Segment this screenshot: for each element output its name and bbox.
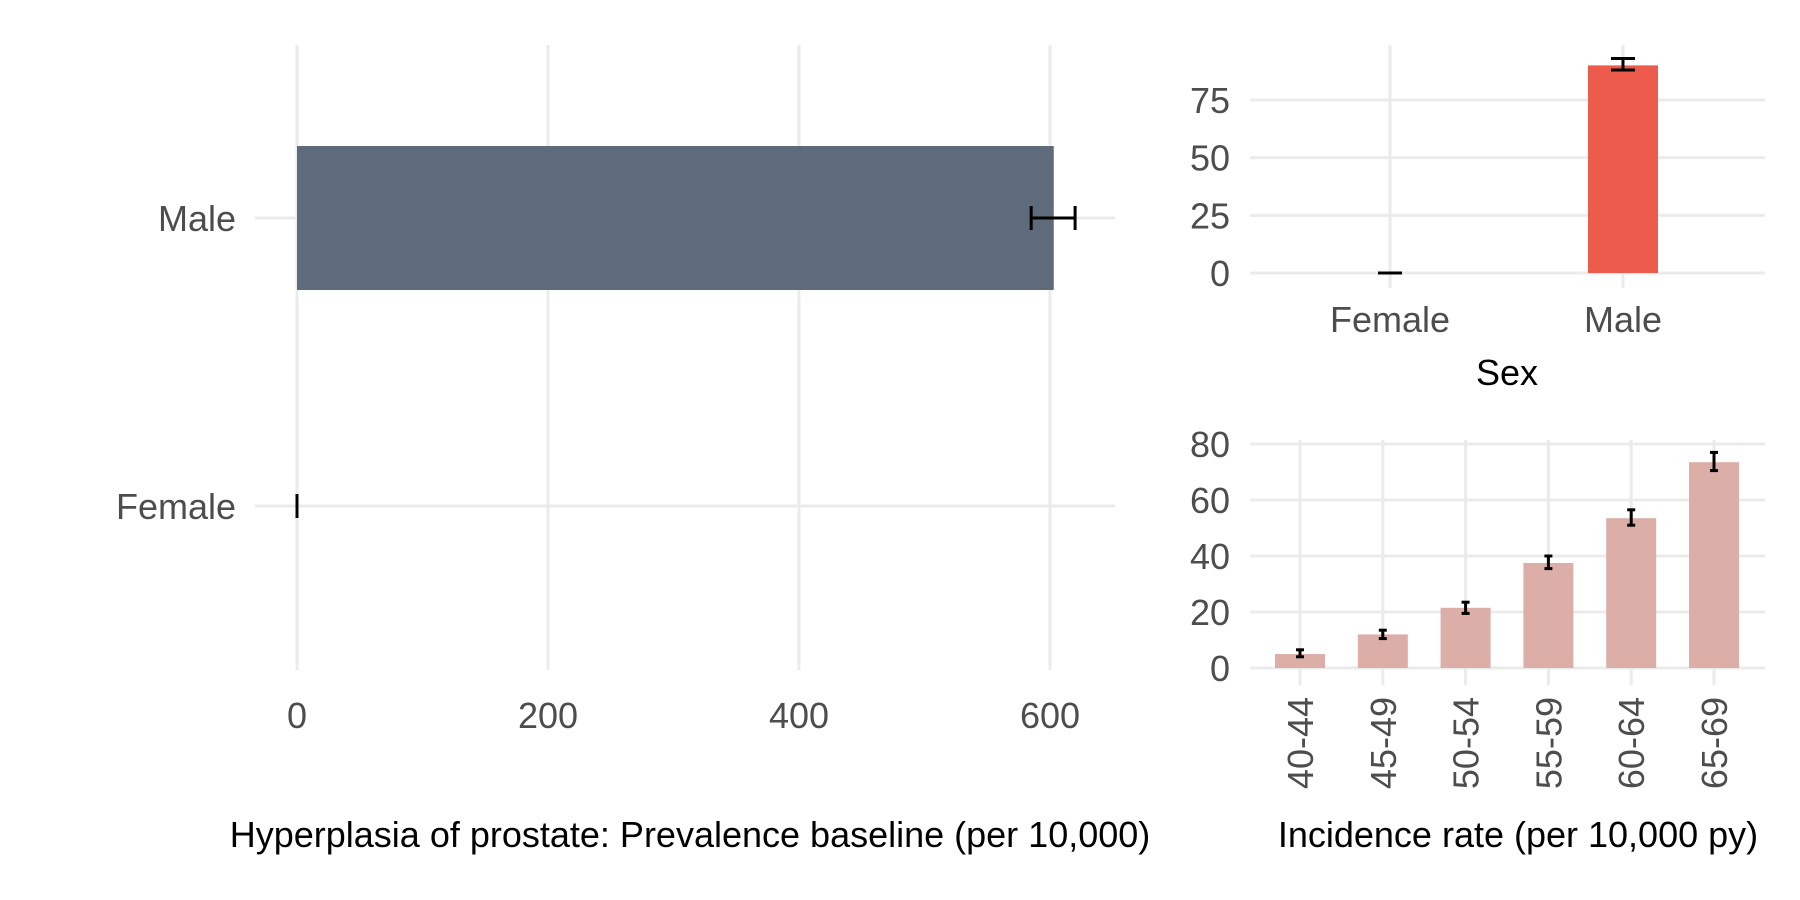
x-tick-label-female: Female — [1330, 299, 1450, 340]
x-tick-label: 200 — [518, 695, 578, 736]
x-tick-label-45-49: 45-49 — [1363, 697, 1404, 789]
error-bar-50-54 — [1461, 600, 1470, 615]
sex-incidence-tick-labels: 0 25 50 75 Female Male — [1190, 80, 1662, 340]
error-bar-male — [1611, 56, 1635, 72]
sex-incidence-error-bars — [1378, 56, 1635, 275]
prevalence-gridlines — [255, 45, 1115, 670]
y-tick-label-female: Female — [116, 486, 236, 527]
error-bar-male — [1029, 206, 1077, 230]
x-tick-label: 400 — [769, 695, 829, 736]
prevalence-panel: 0 200 400 600 Male Female Hyperplasia of pros… — [116, 45, 1150, 855]
age-incidence-gridlines — [1250, 440, 1765, 685]
x-tick-label-male: Male — [1584, 299, 1662, 340]
bar-55-59 — [1523, 563, 1574, 668]
error-bar-55-59 — [1544, 554, 1553, 571]
prevalence-bars — [297, 146, 1054, 290]
sex-incidence-panel: 0 25 50 75 Female Male Sex — [1190, 45, 1765, 393]
incidence-x-axis-title: Incidence rate (per 10,000 py) — [1278, 814, 1758, 855]
bar-60-64 — [1606, 518, 1657, 668]
prevalence-error-bars — [295, 206, 1077, 518]
age-incidence-error-bars — [1296, 450, 1718, 659]
y-tick-label: 60 — [1190, 480, 1230, 521]
age-incidence-bars — [1275, 462, 1739, 668]
x-tick-label-55-59: 55-59 — [1528, 697, 1569, 789]
y-tick-label: 0 — [1210, 648, 1230, 689]
y-tick-label: 25 — [1190, 195, 1230, 236]
y-tick-label: 50 — [1190, 138, 1230, 179]
y-tick-label: 80 — [1190, 424, 1230, 465]
bar-40-44 — [1275, 654, 1325, 668]
y-tick-label: 20 — [1190, 592, 1230, 633]
x-tick-label-60-64: 60-64 — [1611, 697, 1652, 789]
y-tick-label: 0 — [1210, 253, 1230, 294]
error-bar-65-69 — [1710, 450, 1718, 473]
bar-male — [297, 146, 1054, 290]
age-incidence-tick-labels: 0 20 40 60 80 40-44 45-49 50-54 55-59 60-64 65-69 — [1190, 424, 1735, 789]
prevalence-x-axis-title: Hyperplasia of prostate: Prevalence base… — [230, 814, 1151, 855]
x-tick-label: 600 — [1020, 695, 1080, 736]
sex-incidence-bars — [1588, 65, 1658, 274]
sex-incidence-gridlines — [1250, 45, 1765, 288]
prevalence-tick-labels: 0 200 400 600 Male Female — [116, 198, 1080, 736]
x-tick-label: 0 — [287, 695, 307, 736]
sex-x-axis-title: Sex — [1476, 352, 1538, 393]
error-bar-60-64 — [1627, 508, 1636, 527]
x-tick-label-40-44: 40-44 — [1280, 697, 1321, 789]
bar-male — [1588, 65, 1658, 274]
bar-65-69 — [1689, 462, 1739, 668]
x-tick-label-50-54: 50-54 — [1446, 697, 1487, 789]
error-bar-40-44 — [1296, 648, 1304, 659]
error-bar-45-49 — [1378, 628, 1387, 641]
y-tick-label-male: Male — [158, 198, 236, 239]
bar-50-54 — [1440, 607, 1491, 668]
x-tick-label-65-69: 65-69 — [1694, 697, 1735, 789]
y-tick-label: 75 — [1190, 80, 1230, 121]
y-tick-label: 40 — [1190, 536, 1230, 577]
